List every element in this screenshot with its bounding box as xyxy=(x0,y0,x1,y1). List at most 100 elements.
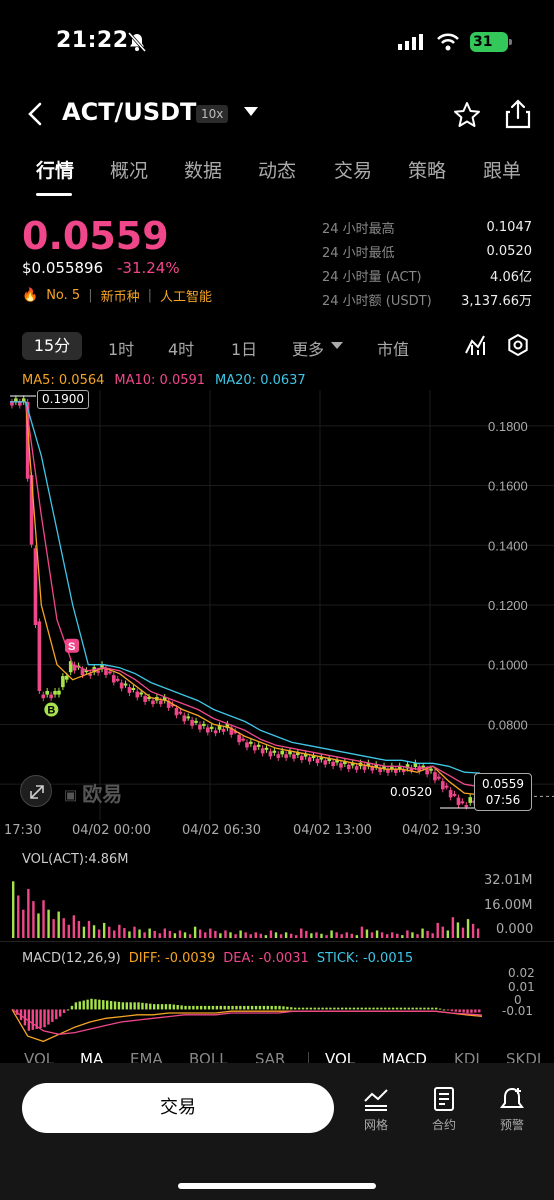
volume-bar xyxy=(274,932,278,938)
macd-histogram-bar xyxy=(258,1005,262,1010)
volume-bar xyxy=(234,934,237,938)
trade-button[interactable]: 交易 xyxy=(22,1083,334,1133)
candle xyxy=(382,765,386,769)
volume-bar xyxy=(163,928,167,938)
volume-bar xyxy=(188,934,192,938)
candle xyxy=(460,801,465,804)
macd-histogram-bar xyxy=(391,1007,395,1010)
sell-marker[interactable]: S xyxy=(65,638,79,653)
volume-bar xyxy=(340,934,343,938)
contract-button[interactable]: 合约 xyxy=(418,1085,470,1133)
macd-histogram-bar xyxy=(109,1001,113,1010)
volume-bar xyxy=(375,930,379,938)
macd-histogram-bar xyxy=(450,1009,454,1012)
rank-tag[interactable]: No. 5 xyxy=(46,288,81,303)
leverage-badge: 10x xyxy=(196,105,229,123)
tab-trade[interactable]: 交易 xyxy=(334,160,373,182)
pair-title[interactable]: ACT/USDT xyxy=(62,98,197,126)
volume-bar xyxy=(209,928,212,938)
macd-histogram-bar xyxy=(266,1005,269,1010)
volume-chart[interactable] xyxy=(0,870,554,940)
candle xyxy=(174,708,179,716)
back-icon[interactable] xyxy=(22,100,50,128)
candle xyxy=(111,675,116,683)
macd-histogram-bar xyxy=(333,1007,336,1010)
volume-bar xyxy=(380,932,384,938)
tab-copytrade[interactable]: 跟单 xyxy=(483,160,522,182)
macd-histogram-bar xyxy=(446,1009,450,1011)
macd-histogram-bar xyxy=(227,1005,230,1010)
x-tick-0: 17:30 xyxy=(4,823,42,838)
macd-y-tick-0: 0.02 xyxy=(508,966,535,980)
tab-news[interactable]: 动态 xyxy=(258,160,297,182)
timeframe-15m[interactable]: 15分 xyxy=(22,332,82,360)
volume-bar xyxy=(244,932,247,938)
candle xyxy=(131,688,136,691)
indicator-icon[interactable] xyxy=(464,333,488,357)
tab-market[interactable]: 行情 xyxy=(36,160,75,182)
price-chart[interactable]: 0.18000.16000.14000.12000.10000.08000.06… xyxy=(0,390,554,820)
ai-tag[interactable]: 人工智能 xyxy=(159,290,212,305)
timeframe-1d[interactable]: 1日 xyxy=(231,340,258,359)
chevron-down-icon[interactable] xyxy=(244,107,258,116)
macd-histogram-bar xyxy=(415,1007,418,1010)
volume-bar xyxy=(431,933,434,938)
alert-button[interactable]: 预警 xyxy=(486,1085,538,1133)
macd-histogram-bar xyxy=(203,1005,207,1010)
macd-histogram-bar xyxy=(113,1001,117,1010)
macd-histogram-bar xyxy=(102,1000,105,1010)
candle xyxy=(143,696,147,702)
candle xyxy=(104,667,108,676)
volume-bar xyxy=(284,932,288,938)
macd-histogram-bar xyxy=(431,1007,434,1010)
wifi-icon xyxy=(437,33,459,51)
macd-chart[interactable] xyxy=(0,965,554,1045)
macd-histogram-bar xyxy=(301,1007,305,1010)
macd-histogram-bar xyxy=(462,1009,465,1013)
volume-bar xyxy=(335,932,338,938)
candle xyxy=(378,767,382,773)
candle xyxy=(343,761,347,765)
macd-histogram-bar xyxy=(478,1009,481,1013)
macd-histogram-bar xyxy=(407,1007,410,1010)
more-caret-icon[interactable] xyxy=(331,342,343,349)
timeframe-mcap[interactable]: 市值 xyxy=(377,340,410,359)
timeframe-4h[interactable]: 4时 xyxy=(168,340,195,359)
timeframe-more[interactable]: 更多 xyxy=(292,340,325,359)
volume-bar xyxy=(436,922,439,938)
grid-button[interactable]: 网格 xyxy=(350,1085,402,1133)
stat-high: 24 小时最高 0.1047 xyxy=(322,219,532,237)
tab-overview[interactable]: 概况 xyxy=(110,160,149,182)
macd-histogram-bar xyxy=(98,999,101,1010)
macd-histogram-bar xyxy=(341,1007,344,1010)
candle xyxy=(194,720,198,723)
volume-bar xyxy=(108,926,111,938)
buy-marker[interactable]: B xyxy=(44,702,59,717)
ma-line-ma10 xyxy=(10,401,481,788)
macd-histogram-bar xyxy=(160,1004,164,1010)
volume-bar xyxy=(305,930,308,938)
expand-icon[interactable] xyxy=(20,775,52,807)
tab-strategy[interactable]: 策略 xyxy=(408,160,447,182)
macd-histogram-bar xyxy=(388,1007,391,1010)
macd-histogram-bar xyxy=(274,1005,277,1010)
share-icon[interactable] xyxy=(504,98,532,130)
candle xyxy=(53,691,57,695)
tab-data[interactable]: 数据 xyxy=(184,160,223,182)
macd-histogram-bar xyxy=(427,1007,430,1010)
star-icon[interactable] xyxy=(452,100,482,130)
macd-histogram-bar xyxy=(106,1000,109,1010)
macd-histogram-bar xyxy=(376,1007,379,1010)
macd-legend: MACD(12,26,9) DIFF: -0.0039 DEA: -0.0031… xyxy=(22,951,414,966)
candle xyxy=(21,398,26,402)
macd-histogram-bar xyxy=(133,1002,136,1010)
settings-icon[interactable] xyxy=(506,333,530,357)
new-coin-tag[interactable]: 新币种 xyxy=(100,290,140,305)
macd-histogram-bar xyxy=(74,1002,78,1010)
volume-bar xyxy=(22,909,25,938)
timeframe-1h[interactable]: 1时 xyxy=(108,340,135,359)
macd-histogram-bar xyxy=(35,1009,38,1029)
candle xyxy=(57,690,61,695)
candle xyxy=(68,661,73,673)
volume-bar xyxy=(461,927,465,938)
